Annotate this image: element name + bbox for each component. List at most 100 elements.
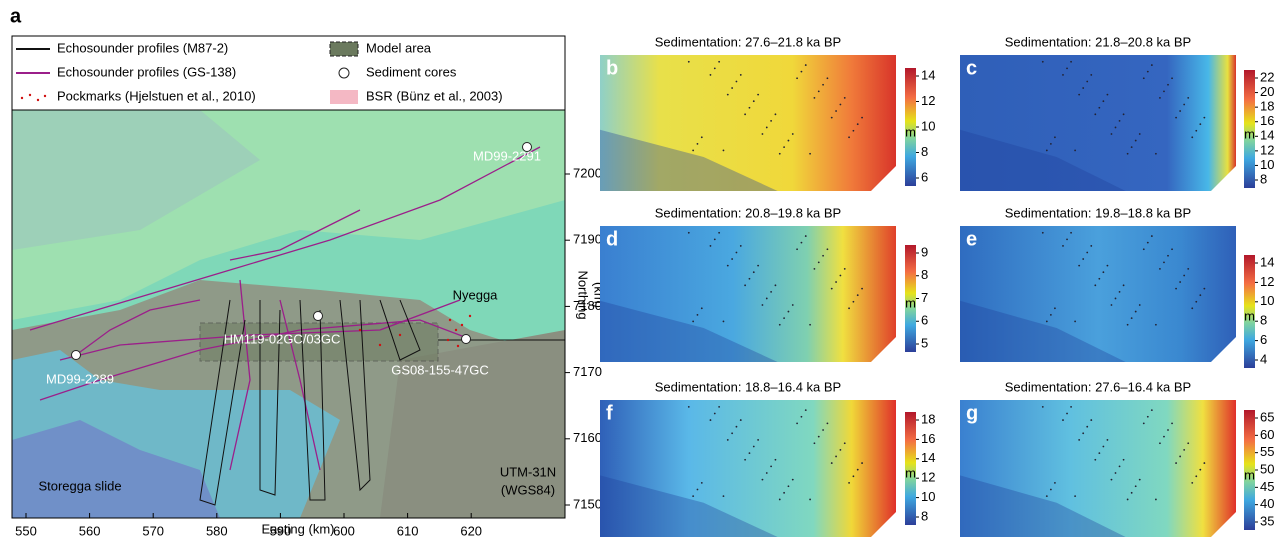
y-tick-label: 7180 <box>573 298 602 313</box>
core-dot <box>1107 265 1109 267</box>
legend-label: Echosounder profiles (M87-2) <box>57 40 228 55</box>
core-dot <box>1115 127 1117 129</box>
place-label: Storegga slide <box>38 478 121 493</box>
core-dot <box>1147 242 1149 244</box>
colorbar-tick-label: 50 <box>1260 461 1274 476</box>
core-dot <box>857 123 859 125</box>
core-dot <box>1070 406 1072 408</box>
panel: Sedimentation: 21.8–20.8 ka BPcm22201816… <box>960 34 1274 191</box>
core-dot <box>1078 265 1080 267</box>
core-dot <box>1199 469 1201 471</box>
core-dot <box>766 298 768 300</box>
x-tick-label: 570 <box>142 523 164 537</box>
panel-letter: a <box>10 5 22 27</box>
core-dot <box>727 439 729 441</box>
core-dot <box>727 265 729 267</box>
panel: Sedimentation: 27.6–16.4 ka BPgm65605550… <box>960 379 1274 537</box>
colorbar-tick-label: 55 <box>1260 444 1274 459</box>
core-dot <box>1078 439 1080 441</box>
core-dot <box>801 242 803 244</box>
x-tick-label: 620 <box>460 523 482 537</box>
colorbar-tick-label: 12 <box>1260 274 1274 289</box>
colorbar-tick-label: 45 <box>1260 479 1274 494</box>
core-dot <box>1179 456 1181 458</box>
core-dot <box>1195 475 1197 477</box>
core-dot <box>688 232 690 234</box>
core-dot <box>692 321 694 323</box>
core-dot <box>736 81 738 83</box>
core-dot <box>844 97 846 99</box>
core-dot <box>1187 97 1189 99</box>
colorbar-tick-label: 10 <box>1260 293 1274 308</box>
core-dot <box>1191 136 1193 138</box>
core-dot <box>848 307 850 309</box>
core-dot <box>844 268 846 270</box>
panel-letter: e <box>966 228 977 250</box>
colorbar-tick-label: 40 <box>1260 496 1274 511</box>
core-dot <box>1171 77 1173 79</box>
core-dot <box>775 113 777 115</box>
core-dot <box>749 107 751 109</box>
core-dot <box>718 61 720 63</box>
core-dot <box>1191 307 1193 309</box>
core-dot <box>1131 492 1133 494</box>
core-dot <box>1175 462 1177 464</box>
core-dot <box>1042 406 1044 408</box>
core-dot <box>1115 472 1117 474</box>
core-dot <box>814 442 816 444</box>
colorbar-tick-label: 14 <box>1260 254 1274 269</box>
core-dot <box>814 268 816 270</box>
core-dot <box>710 74 712 76</box>
core-dot <box>822 84 824 86</box>
core-dot <box>757 94 759 96</box>
core-dot <box>1107 439 1109 441</box>
core-dot <box>714 413 716 415</box>
colorbar-tick-label: 8 <box>921 267 928 282</box>
x-tick-label: 560 <box>79 523 101 537</box>
core-dot <box>775 459 777 461</box>
colorbar-tick-label: 6 <box>921 169 928 184</box>
core-dot <box>1167 255 1169 257</box>
core-dot <box>1139 304 1141 306</box>
core-dot <box>1143 422 1145 424</box>
core-dot <box>792 133 794 135</box>
place-label: Nyegga <box>453 287 499 302</box>
core-dot <box>1131 317 1133 319</box>
core-dot <box>697 314 699 316</box>
core-dot <box>809 499 811 501</box>
core-dot <box>727 94 729 96</box>
core-dot <box>788 485 790 487</box>
core-dot <box>1070 232 1072 234</box>
core-dot <box>1062 419 1064 421</box>
colorbar-tick-label: 8 <box>921 508 928 523</box>
colorbar-unit: m <box>1244 467 1255 482</box>
core-dot <box>1171 248 1173 250</box>
core-dot <box>1050 143 1052 145</box>
core-dot <box>779 499 781 501</box>
core-dot <box>1102 446 1104 448</box>
core-dot <box>1187 268 1189 270</box>
y-tick-label: 7190 <box>573 232 602 247</box>
core-dot <box>1119 120 1121 122</box>
core-dot <box>1078 94 1080 96</box>
core-dot <box>1179 110 1181 112</box>
core-dot <box>762 304 764 306</box>
core-dot <box>827 248 829 250</box>
y-tick-label: 7200 <box>573 165 602 180</box>
map: MD99-2291 HM119-02GC/03GC GS08-155-47GC … <box>12 110 565 518</box>
site-label: MD99-2291 <box>473 148 541 163</box>
core-dot <box>1082 432 1084 434</box>
core-dot <box>848 136 850 138</box>
colorbar-tick-label: 20 <box>1260 84 1274 99</box>
core-dot <box>1139 479 1141 481</box>
core-dot <box>818 436 820 438</box>
colorbar-tick-label: 10 <box>1260 157 1274 172</box>
core-dot <box>1159 442 1161 444</box>
core-dot <box>740 74 742 76</box>
core-dot <box>1203 288 1205 290</box>
core-dot <box>1054 307 1056 309</box>
colorbar-tick-label: 12 <box>921 470 935 485</box>
core-dot <box>840 449 842 451</box>
core-dot <box>835 456 837 458</box>
